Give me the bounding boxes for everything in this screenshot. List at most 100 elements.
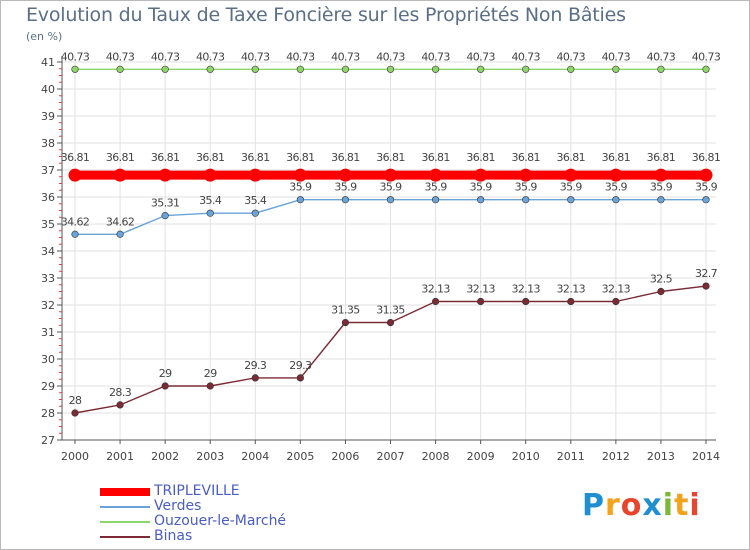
chart-subtitle: (en %) <box>26 30 63 43</box>
data-point-ouzouer-le-march- <box>612 65 620 73</box>
x-tick-label: 2004 <box>241 450 269 463</box>
data-point-binas <box>612 297 620 306</box>
legend-label: TRIPLEVILLE <box>154 483 240 499</box>
data-point-verdes <box>477 196 485 204</box>
data-point-verdes <box>296 196 304 204</box>
y-tick-label: 34 <box>41 245 55 258</box>
chart-title: Evolution du Taux de Taxe Foncière sur l… <box>26 4 626 26</box>
data-label-verdes: 35.9 <box>605 181 628 194</box>
data-label-verdes: 35.9 <box>289 181 312 194</box>
data-label-binas: 32.13 <box>466 282 495 295</box>
data-point-tripleville <box>68 168 82 182</box>
data-label-verdes: 35.9 <box>334 181 357 194</box>
data-point-tripleville <box>158 168 172 182</box>
data-label-ouzouer-le-march-: 40.73 <box>151 50 180 63</box>
data-label-binas: 29 <box>159 367 172 380</box>
data-label-ouzouer-le-march-: 40.73 <box>511 50 540 63</box>
legend-swatch <box>100 506 150 508</box>
data-label-tripleville: 36.81 <box>286 151 315 164</box>
data-point-binas <box>522 297 530 306</box>
data-label-tripleville: 36.81 <box>557 151 586 164</box>
data-point-verdes <box>116 230 124 238</box>
x-tick-label: 2001 <box>106 450 134 463</box>
data-point-binas <box>567 297 575 306</box>
data-label-tripleville: 36.81 <box>466 151 495 164</box>
data-label-verdes: 35.9 <box>695 181 718 194</box>
data-point-ouzouer-le-march- <box>71 65 79 73</box>
data-label-ouzouer-le-march-: 40.73 <box>557 50 586 63</box>
x-tick-label: 2010 <box>512 450 540 463</box>
data-label-verdes: 35.9 <box>650 181 673 194</box>
data-label-tripleville: 36.81 <box>196 151 225 164</box>
data-point-tripleville <box>293 168 307 182</box>
data-point-binas <box>296 374 304 382</box>
data-point-binas <box>341 318 350 327</box>
data-point-verdes <box>522 196 530 204</box>
proxiti-logo: Proxiti <box>582 488 701 523</box>
data-label-tripleville: 36.81 <box>61 151 90 164</box>
x-tick-label: 2011 <box>557 450 585 463</box>
data-point-tripleville <box>519 168 533 182</box>
data-label-binas: 31.35 <box>376 304 405 317</box>
data-point-verdes <box>612 196 620 204</box>
data-point-binas <box>477 297 485 306</box>
data-point-verdes <box>567 196 575 204</box>
y-tick-label: 32 <box>41 299 55 312</box>
data-point-verdes <box>431 196 440 204</box>
data-label-binas: 28.3 <box>109 386 132 399</box>
data-label-verdes: 35.4 <box>244 194 267 207</box>
data-point-ouzouer-le-march- <box>116 65 124 73</box>
data-label-ouzouer-le-march-: 40.73 <box>196 50 225 63</box>
data-label-ouzouer-le-march-: 40.73 <box>241 50 270 63</box>
data-point-tripleville <box>203 168 217 182</box>
data-label-verdes: 35.9 <box>515 181 538 194</box>
data-point-ouzouer-le-march- <box>431 65 440 73</box>
legend-label: Verdes <box>154 498 202 514</box>
data-label-binas: 31.35 <box>331 304 360 317</box>
data-label-ouzouer-le-march-: 40.73 <box>106 50 135 63</box>
x-tick-label: 2014 <box>692 450 720 463</box>
y-tick-label: 30 <box>41 353 55 366</box>
x-tick-label: 2013 <box>647 450 675 463</box>
data-point-binas <box>116 401 124 409</box>
data-point-verdes <box>341 196 350 204</box>
data-point-binas <box>386 318 395 327</box>
data-label-verdes: 35.4 <box>199 194 222 207</box>
data-label-binas: 32.13 <box>602 282 631 295</box>
data-label-verdes: 35.31 <box>151 197 180 210</box>
data-point-binas <box>702 282 710 290</box>
data-point-verdes <box>71 230 79 238</box>
data-label-ouzouer-le-march-: 40.73 <box>61 50 90 63</box>
data-label-verdes: 35.9 <box>425 181 448 194</box>
data-label-ouzouer-le-march-: 40.73 <box>376 50 405 63</box>
legend-item-binas: Binas <box>100 529 286 544</box>
legend-item-tripleville: TRIPLEVILLE <box>100 484 286 499</box>
plot-area <box>62 56 716 440</box>
data-label-tripleville: 36.81 <box>421 151 450 164</box>
data-label-tripleville: 36.81 <box>602 151 631 164</box>
data-point-binas <box>657 287 665 296</box>
data-point-tripleville <box>699 168 713 182</box>
data-point-ouzouer-le-march- <box>477 65 485 73</box>
data-point-tripleville <box>384 168 397 182</box>
data-label-binas: 32.13 <box>511 282 540 295</box>
data-point-ouzouer-le-march- <box>161 65 169 73</box>
y-tick-label: 28 <box>41 407 55 420</box>
data-label-verdes: 35.9 <box>470 181 493 194</box>
data-label-tripleville: 36.81 <box>376 151 405 164</box>
data-point-ouzouer-le-march- <box>567 65 575 73</box>
x-tick-label: 2007 <box>377 450 405 463</box>
y-tick-label: 33 <box>41 272 55 285</box>
y-tick-label: 40 <box>41 83 55 96</box>
y-tick-label: 37 <box>41 164 55 177</box>
legend-swatch <box>100 521 150 523</box>
data-label-ouzouer-le-march-: 40.73 <box>602 50 631 63</box>
data-label-verdes: 34.62 <box>61 215 90 228</box>
data-label-binas: 29.3 <box>244 359 267 372</box>
data-point-ouzouer-le-march- <box>341 65 350 73</box>
data-label-ouzouer-le-march-: 40.73 <box>647 50 676 63</box>
data-label-binas: 32.13 <box>421 282 450 295</box>
data-point-ouzouer-le-march- <box>702 65 710 73</box>
x-tick-label: 2003 <box>196 450 224 463</box>
data-point-verdes <box>161 212 169 220</box>
